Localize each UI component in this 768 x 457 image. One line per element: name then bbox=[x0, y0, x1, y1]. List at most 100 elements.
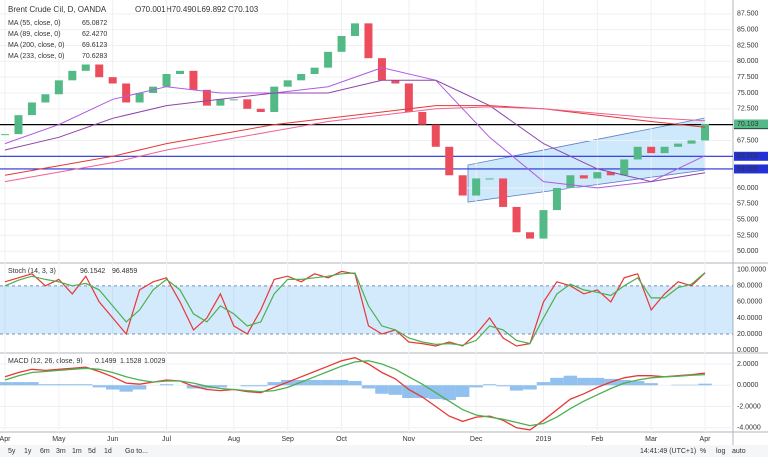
histogram-bar bbox=[550, 377, 564, 386]
range-button[interactable]: 5d bbox=[88, 448, 96, 455]
y-tick-label: 80.000 bbox=[737, 58, 759, 65]
candle bbox=[95, 64, 104, 78]
stoch-band bbox=[0, 285, 733, 334]
candle bbox=[647, 146, 656, 154]
y-tick-label: 77.500 bbox=[737, 74, 759, 81]
candle bbox=[202, 89, 211, 106]
candle bbox=[108, 77, 117, 84]
range-button[interactable]: 5y bbox=[8, 448, 16, 455]
series-line bbox=[4, 105, 706, 176]
histogram-bar bbox=[65, 384, 80, 386]
histogram-bar bbox=[455, 385, 470, 397]
candle bbox=[176, 70, 184, 74]
x-tick-label: Feb bbox=[591, 436, 603, 443]
range-button[interactable]: 6m bbox=[40, 448, 50, 455]
histogram-bar bbox=[92, 385, 106, 388]
histogram-bar bbox=[25, 382, 39, 386]
scale-option[interactable]: % bbox=[700, 448, 706, 455]
series-line bbox=[4, 272, 706, 346]
candle bbox=[660, 146, 669, 154]
histogram-bar bbox=[0, 382, 12, 386]
series-line bbox=[4, 67, 706, 189]
y-tick-label: 60.0000 bbox=[737, 299, 762, 306]
candle bbox=[41, 94, 50, 103]
scale-option[interactable]: log bbox=[716, 448, 725, 455]
series-line bbox=[4, 360, 706, 427]
candle bbox=[566, 175, 575, 188]
histogram-bar bbox=[321, 379, 335, 386]
candle bbox=[54, 80, 63, 95]
y-tick-label: -4.0000 bbox=[737, 425, 761, 432]
candle bbox=[512, 206, 521, 233]
histogram-bar bbox=[442, 385, 456, 401]
range-button[interactable]: 1d bbox=[104, 448, 112, 455]
candle bbox=[337, 36, 346, 52]
candle bbox=[620, 159, 629, 176]
x-tick-label: Jul bbox=[162, 436, 171, 443]
candle bbox=[674, 143, 683, 147]
candle bbox=[593, 172, 602, 179]
range-button[interactable]: 1m bbox=[72, 448, 82, 455]
macd-title: MACD (12, 26, close, 9) bbox=[8, 358, 83, 365]
histogram-bar bbox=[496, 385, 510, 387]
y-tick-label: 80.0000 bbox=[737, 283, 762, 290]
y-tick-label: 85.000 bbox=[737, 27, 759, 34]
y-tick-label: 20.0000 bbox=[737, 331, 762, 338]
legend-value: 0.1499 bbox=[95, 358, 117, 365]
histogram-bar bbox=[79, 384, 93, 386]
series-line bbox=[4, 106, 706, 183]
legend-value: 96.1542 bbox=[80, 268, 105, 275]
candle bbox=[552, 187, 561, 211]
x-tick-label: Jun bbox=[107, 436, 118, 443]
candle bbox=[310, 67, 319, 74]
histogram-bar bbox=[698, 383, 712, 386]
y-tick-label: -2.0000 bbox=[737, 403, 761, 410]
histogram-bar bbox=[105, 385, 120, 390]
histogram-bar bbox=[52, 384, 66, 386]
legend-value: 70.6283 bbox=[82, 53, 107, 60]
histogram-bar bbox=[132, 385, 147, 390]
level-tag bbox=[734, 164, 768, 174]
y-tick-label: 72.500 bbox=[737, 106, 759, 113]
series-line bbox=[4, 357, 706, 431]
candle bbox=[243, 99, 252, 109]
level-tag bbox=[734, 151, 768, 161]
histogram-bar bbox=[213, 385, 228, 388]
symbol-title: Brent Crude Oil, D, OANDA bbox=[8, 5, 107, 14]
scale-option[interactable]: auto bbox=[732, 448, 746, 455]
y-tick-label: 100.0000 bbox=[737, 267, 766, 274]
y-tick-label: 60.000 bbox=[737, 185, 759, 192]
ohlc-open: O70.001 bbox=[135, 5, 166, 14]
y-tick-label: 55.000 bbox=[737, 216, 759, 223]
histogram-bar bbox=[482, 384, 497, 386]
y-tick-label: 40.0000 bbox=[737, 315, 762, 322]
range-button[interactable]: 1y bbox=[24, 448, 32, 455]
candle bbox=[391, 80, 400, 84]
candle bbox=[229, 99, 238, 101]
level-tag-label: 63.000 bbox=[737, 166, 759, 173]
histogram-bar bbox=[348, 381, 362, 386]
range-button[interactable]: 3m bbox=[56, 448, 66, 455]
goto-button[interactable]: Go to... bbox=[125, 448, 148, 455]
histogram-bar bbox=[334, 379, 349, 386]
x-tick-label: Apr bbox=[0, 436, 11, 443]
toolbar bbox=[0, 445, 768, 457]
candle bbox=[162, 73, 171, 87]
y-tick-label: 52.500 bbox=[737, 232, 759, 239]
histogram-bar bbox=[671, 384, 685, 386]
candle bbox=[485, 178, 494, 180]
histogram-bar bbox=[402, 385, 416, 399]
ohlc-low: L69.892 bbox=[197, 5, 226, 14]
candle bbox=[499, 178, 508, 207]
histogram-bar bbox=[159, 384, 174, 386]
histogram-bar bbox=[375, 385, 389, 394]
candle bbox=[458, 175, 467, 196]
histogram-bar bbox=[630, 381, 645, 386]
last-price-label: 70.103 bbox=[737, 121, 759, 128]
candle bbox=[579, 175, 588, 179]
legend-value: 62.4270 bbox=[82, 31, 107, 38]
candle bbox=[687, 140, 696, 144]
histogram-bar bbox=[119, 385, 133, 392]
legend-value: 96.4859 bbox=[112, 268, 137, 275]
